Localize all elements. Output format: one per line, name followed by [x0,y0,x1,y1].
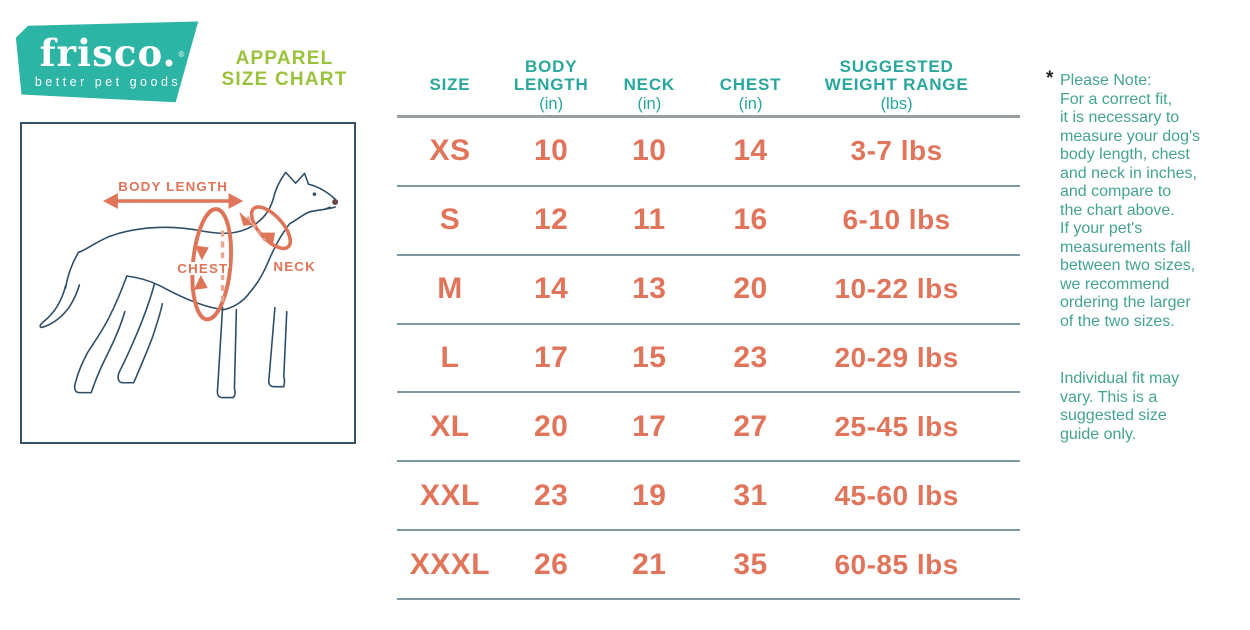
size-chart-table: SIZE BODY LENGTH (in) NECK (in) CHEST (i… [397,40,1020,600]
dog-eye [312,192,317,196]
chest-arrowhead-up [193,275,208,290]
neck-cell: 21 [632,547,667,581]
chest-cell: 31 [733,478,768,512]
chest-cell: 35 [733,547,768,581]
body-length-cell: 20 [534,409,569,443]
table-row-xs: XS 10 10 14 3-7 lbs [397,118,1020,187]
neck-arrowhead-down [239,211,254,226]
page-title: APPAREL SIZE CHART [221,48,348,90]
chest-cell: 16 [733,203,768,237]
neck-ellipse [249,205,293,251]
body-length-arrowhead-left [103,193,118,209]
neck-cell: 13 [632,272,667,306]
brand-tagline: better pet goods [34,75,182,89]
column-header-chest: CHEST (in) [719,75,782,114]
size-cell: L [440,340,460,374]
body-length-cell: 23 [534,478,569,512]
neck-cell: 10 [632,134,667,168]
body-length-arrowhead-right [228,193,244,209]
table-header-row: SIZE BODY LENGTH (in) NECK (in) CHEST (i… [397,40,1020,118]
dog-nose [332,199,339,205]
size-cell: S [439,203,461,237]
body-length-label: BODY LENGTH [118,179,228,194]
weight-cell: 6-10 lbs [842,204,951,236]
column-header-weight-range: SUGGESTED WEIGHT RANGE (lbs) [824,57,969,114]
table-row-xl: XL 20 17 27 25-45 lbs [397,393,1020,463]
neck-cell: 17 [632,409,667,443]
body-length-cell: 14 [534,272,569,306]
column-header-size: SIZE [429,75,471,94]
brand-text: frisco. [39,31,177,75]
size-cell: XS [429,134,471,168]
weight-cell: 3-7 lbs [850,135,943,167]
neck-cell: 15 [632,340,667,374]
note-asterisk: * [1046,68,1054,89]
body-length-cell: 10 [534,134,569,168]
chest-cell: 14 [733,134,768,168]
dog-outline [39,171,336,399]
fit-note-paragraph: Please Note: For a correct fit, it is ne… [1060,72,1201,330]
neck-label: NECK [273,259,316,274]
table-body: XS 10 10 14 3-7 lbs S 12 11 16 6-10 lbs … [397,118,1020,600]
size-cell: XXL [420,478,480,512]
body-length-cell: 17 [534,340,569,374]
table-row-xxxl: XXXL 26 21 35 60-85 lbs [397,531,1020,600]
size-cell: M [437,272,463,306]
neck-cell: 11 [632,203,666,237]
table-row-s: S 12 11 16 6-10 lbs [397,187,1020,256]
chest-cell: 23 [733,340,768,374]
body-length-cell: 12 [534,203,569,237]
neck-dashed-line [246,215,267,242]
body-length-cell: 26 [534,547,569,581]
weight-cell: 45-60 lbs [834,479,959,511]
weight-cell: 20-29 lbs [834,341,959,373]
column-header-neck: NECK (in) [623,75,675,114]
fit-disclaimer-paragraph: Individual fit may vary. This is a sugge… [1060,370,1180,443]
measurement-annotations: BODY LENGTH CHEST NECK [103,177,317,322]
chest-arrowhead-down [194,245,209,261]
column-header-body-length: BODY LENGTH (in) [513,57,589,114]
dog-illustration: BODY LENGTH CHEST NECK [39,171,339,399]
size-cell: XXXL [409,547,491,581]
frisco-logo: frisco. ® better pet goods [15,21,199,103]
brand-name: frisco. ® [40,35,185,72]
chest-label: CHEST [177,261,228,276]
dog-measurement-diagram: BODY LENGTH CHEST NECK [20,122,356,444]
registered-mark: ® [178,50,186,59]
chest-ellipse [190,207,233,322]
weight-cell: 10-22 lbs [834,273,959,305]
chest-cell: 20 [733,272,768,306]
table-row-m: M 14 13 20 10-22 lbs [397,256,1020,325]
size-cell: XL [430,409,470,443]
neck-arrowhead-up [259,232,275,246]
chest-cell: 27 [733,409,768,443]
weight-cell: 60-85 lbs [834,548,959,580]
table-row-xxl: XXL 23 19 31 45-60 lbs [397,462,1020,532]
weight-cell: 25-45 lbs [834,410,959,442]
fit-note: * Please Note: For a correct fit, it is … [1046,69,1245,444]
neck-cell: 19 [632,478,667,512]
table-row-l: L 17 15 23 20-29 lbs [397,325,1020,394]
